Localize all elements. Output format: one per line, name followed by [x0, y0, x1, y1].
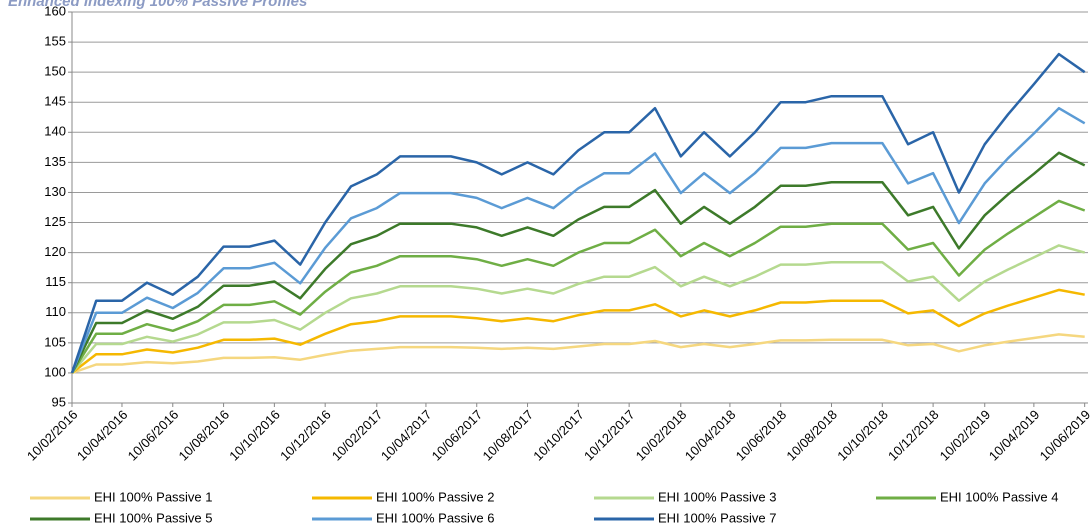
x-tick-label: 10/10/2017 [530, 407, 587, 464]
legend-label: EHI 100% Passive 1 [94, 489, 213, 504]
y-tick-label: 105 [44, 334, 66, 349]
y-tick-label: 145 [44, 94, 66, 109]
series-line [71, 333, 1085, 375]
x-tick-label: 10/06/2018 [733, 407, 790, 464]
y-tick-label: 125 [44, 214, 66, 229]
y-tick-label: 135 [44, 154, 66, 169]
y-tick-label: 150 [44, 64, 66, 79]
series-line [70, 106, 1086, 374]
series-line [70, 52, 1086, 374]
x-tick-label: 10/08/2016 [175, 407, 232, 464]
x-tick-label: 10/02/2018 [633, 407, 690, 464]
x-tick-label: 10/08/2017 [479, 407, 536, 464]
series-line [70, 151, 1086, 374]
x-tick-label: 10/12/2016 [277, 407, 334, 464]
series-line [71, 244, 1086, 374]
x-tick-label: 10/04/2019 [986, 407, 1043, 464]
legend-label: EHI 100% Passive 3 [658, 489, 777, 504]
x-tick-label: 10/04/2018 [682, 407, 739, 464]
y-tick-label: 140 [44, 124, 66, 139]
x-tick-label: 10/08/2018 [783, 407, 840, 464]
y-tick-label: 160 [44, 3, 66, 18]
y-tick-label: 115 [45, 274, 66, 289]
y-tick-label: 95 [52, 394, 66, 409]
chart-title: Enhanced Indexing 100% Passive Profiles [8, 0, 307, 10]
x-tick-label: 10/02/2017 [329, 407, 386, 464]
y-tick-label: 110 [45, 304, 66, 319]
series-line [70, 199, 1086, 374]
x-tick-label: 10/10/2018 [834, 407, 891, 464]
series-line [71, 288, 1085, 374]
y-tick-label: 100 [44, 364, 66, 379]
x-tick-label: 10/10/2016 [226, 407, 283, 464]
x-tick-label: 10/04/2016 [74, 407, 131, 464]
x-tick-label: 10/04/2017 [378, 407, 435, 464]
y-tick-label: 155 [44, 34, 66, 49]
x-tick-label: 10/06/2017 [429, 407, 486, 464]
legend-label: EHI 100% Passive 6 [376, 510, 495, 525]
x-tick-label: 10/06/2016 [125, 407, 182, 464]
x-tick-label: 10/12/2017 [581, 407, 638, 464]
x-tick-label: 10/06/2019 [1037, 407, 1091, 464]
legend-label: EHI 100% Passive 4 [940, 489, 1059, 504]
legend-label: EHI 100% Passive 7 [658, 510, 777, 525]
x-tick-label: 10/12/2018 [885, 407, 942, 464]
x-tick-label: 10/02/2016 [24, 407, 81, 464]
legend-label: EHI 100% Passive 2 [376, 489, 495, 504]
y-tick-label: 130 [44, 184, 66, 199]
x-tick-label: 10/02/2019 [937, 407, 994, 464]
legend-label: EHI 100% Passive 5 [94, 510, 213, 525]
y-tick-label: 120 [44, 244, 66, 259]
